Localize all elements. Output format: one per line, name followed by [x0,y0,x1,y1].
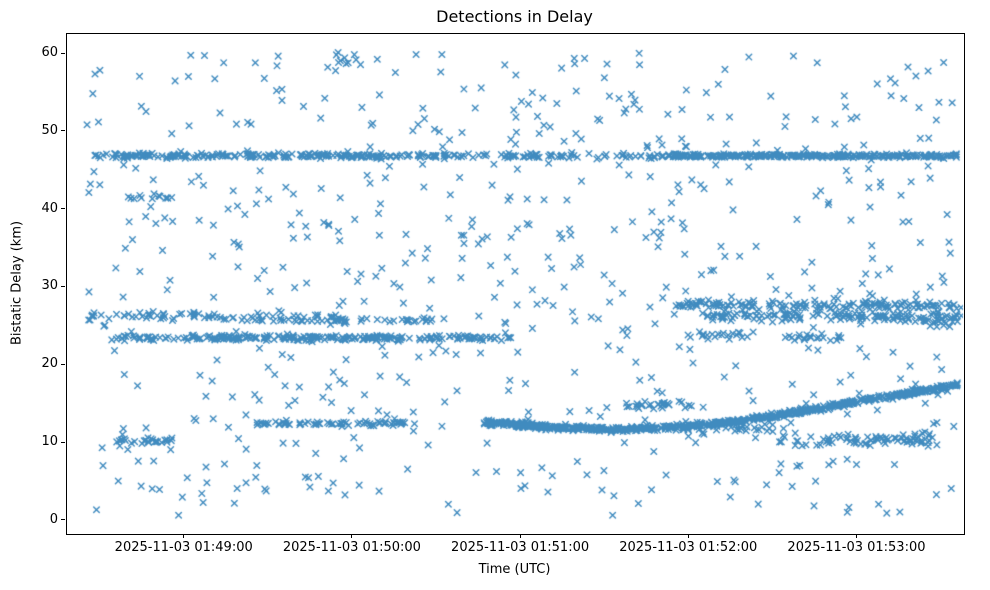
y-tick-mark [61,52,65,54]
y-axis-label: Bistatic Delay (km) [9,220,25,346]
y-tick-mark [61,130,65,132]
x-tick-mark [183,534,185,538]
y-tick-label: 10 [41,434,58,450]
x-tick-mark [351,534,353,538]
x-tick-label: 2025-11-03 01:52:00 [619,540,758,555]
x-tick-mark [519,534,521,538]
y-tick-mark [61,519,65,521]
x-axis-label: Time (UTC) [478,562,551,577]
x-tick-label: 2025-11-03 01:49:00 [114,540,253,555]
y-tick-mark [61,363,65,365]
y-tick-label: 0 [49,511,58,527]
x-tick-label: 2025-11-03 01:50:00 [282,540,421,555]
x-tick-mark [855,534,857,538]
y-tick-mark [61,208,65,210]
y-tick-label: 40 [41,200,58,216]
x-tick-label: 2025-11-03 01:51:00 [451,540,590,555]
y-tick-label: 20 [41,356,58,372]
y-tick-label: 50 [41,122,58,138]
y-tick-label: 60 [41,45,58,61]
y-tick-mark [61,441,65,443]
x-tick-mark [687,534,689,538]
x-tick-label: 2025-11-03 01:53:00 [787,540,926,555]
y-tick-mark [61,285,65,287]
y-tick-label: 30 [41,278,58,294]
